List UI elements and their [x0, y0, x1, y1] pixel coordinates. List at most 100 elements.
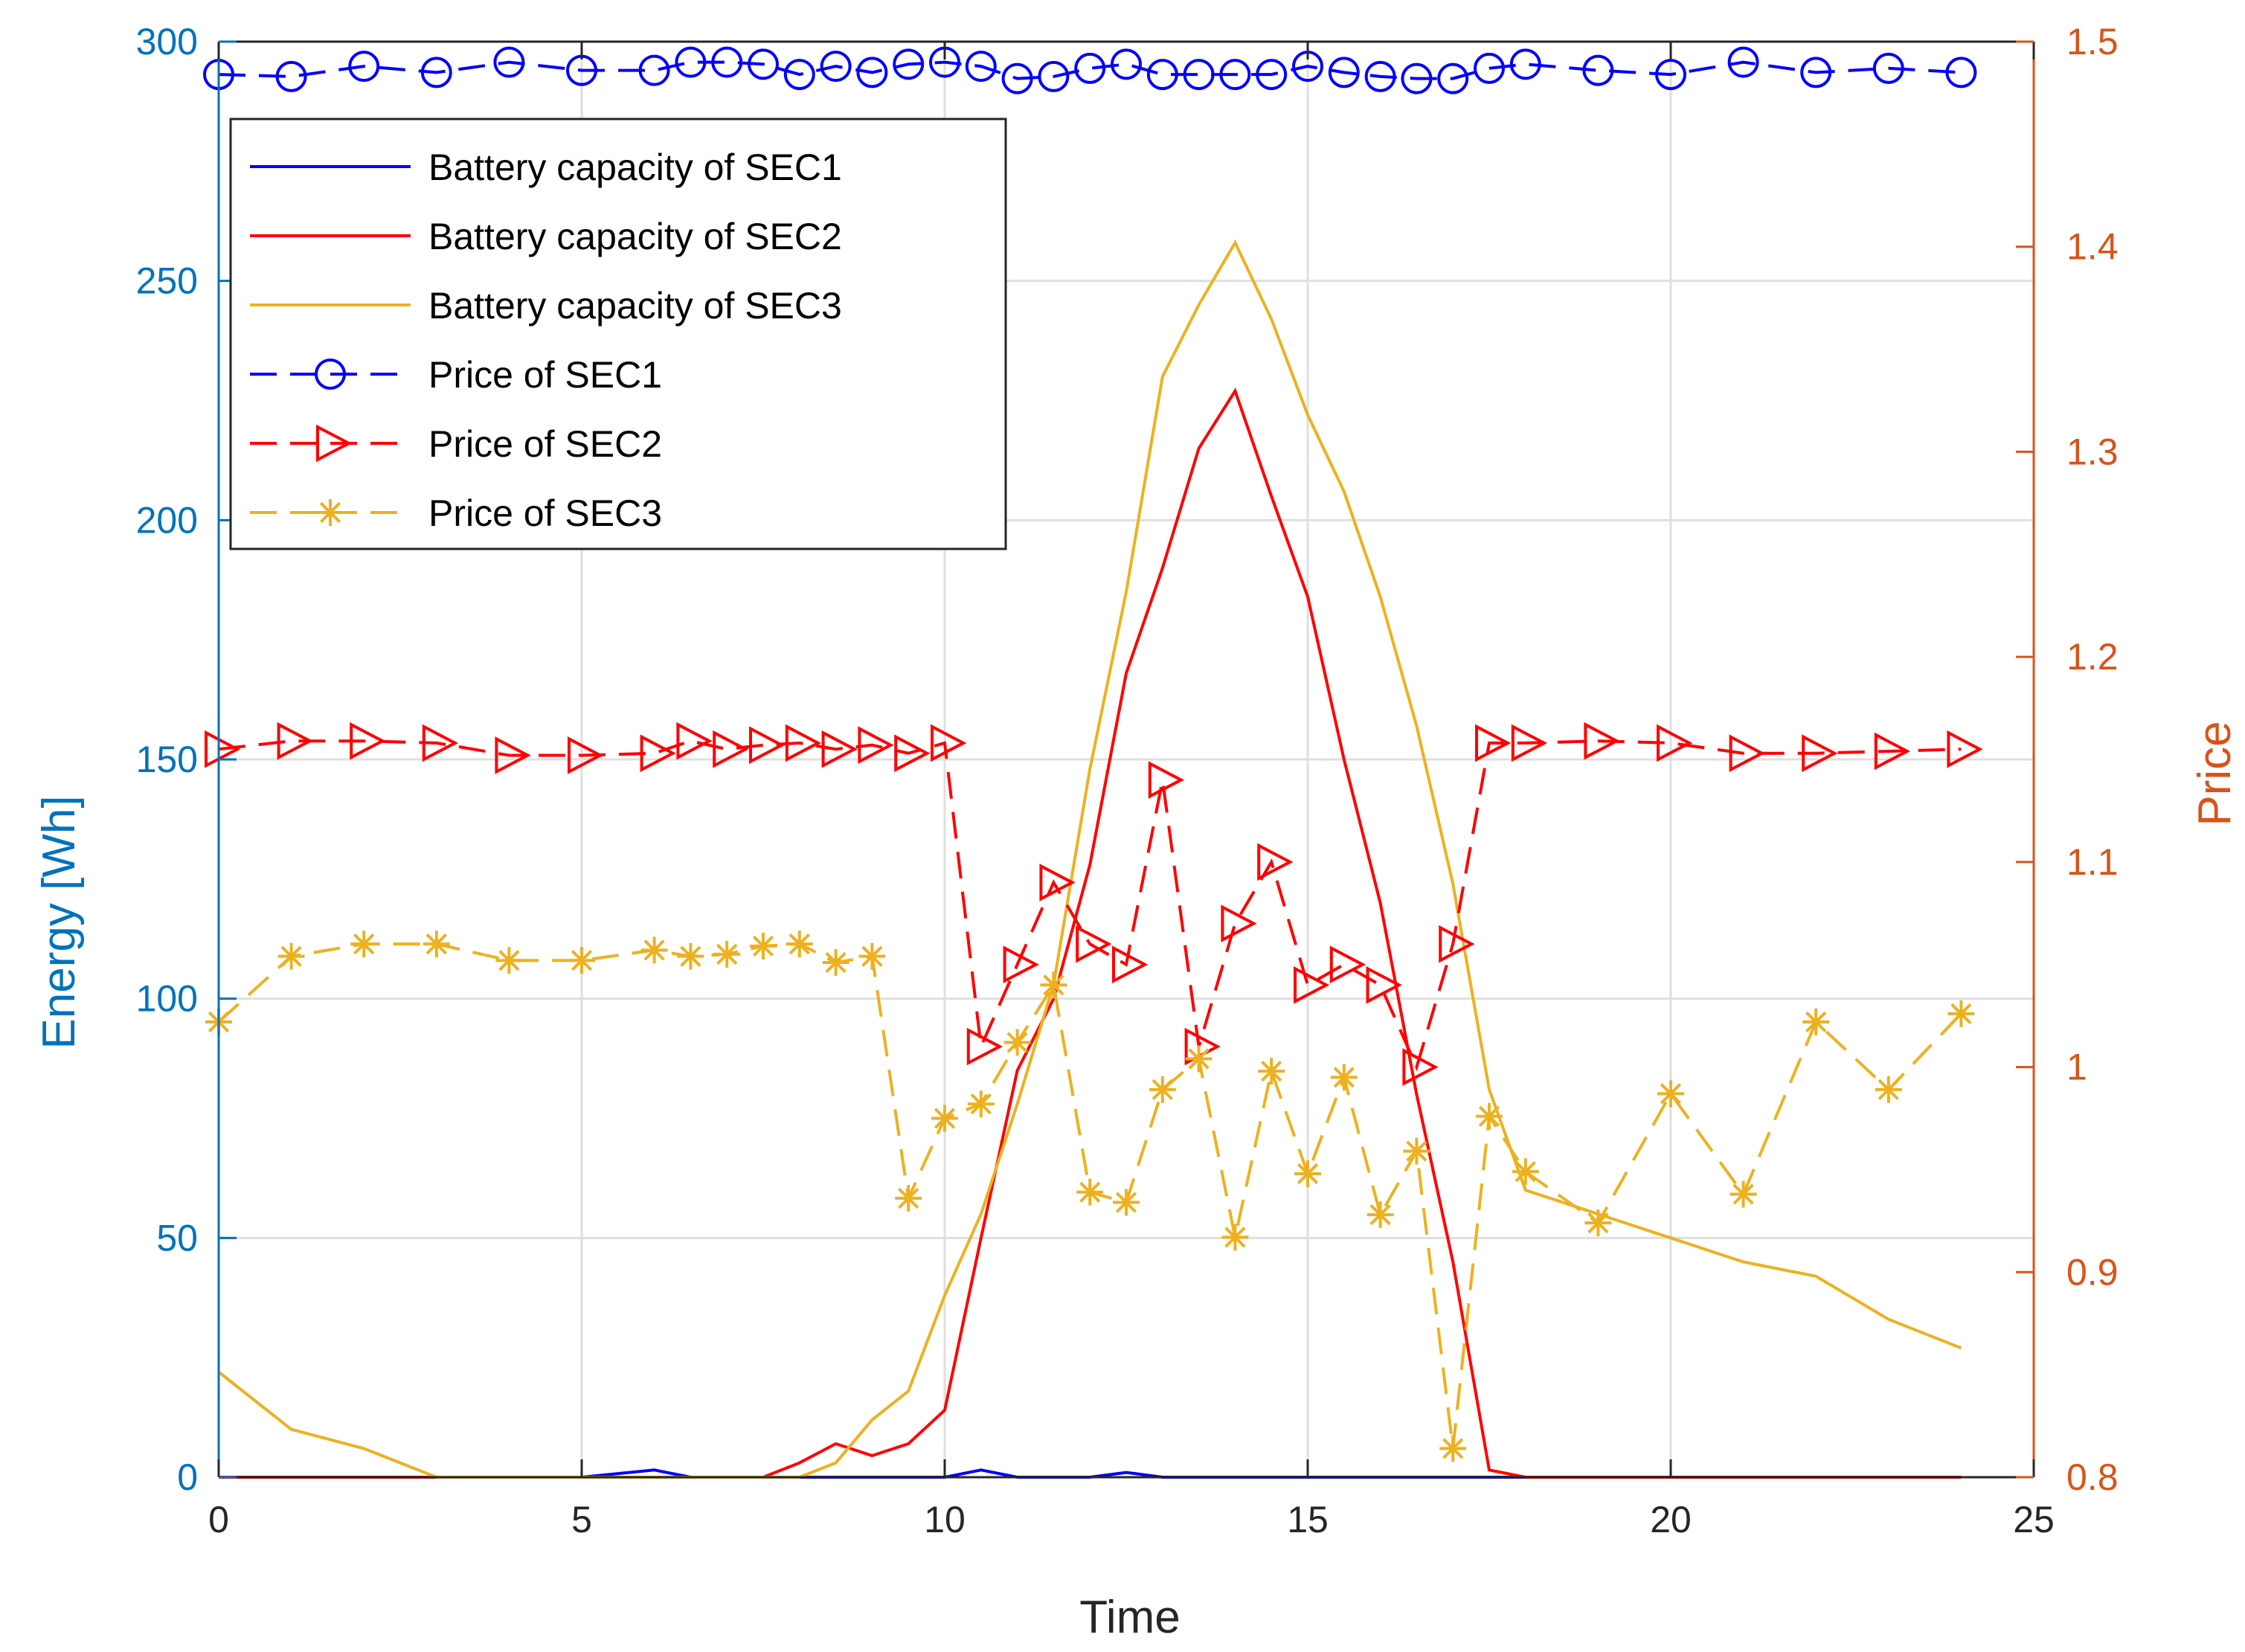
- data-point-marker: [350, 931, 378, 958]
- data-point-marker: [1294, 965, 1330, 1004]
- legend-item-6: Price of SEC3: [250, 492, 662, 534]
- data-point-marker: [275, 60, 307, 92]
- data-point-marker: [821, 730, 858, 768]
- data-point-marker: [1076, 1178, 1104, 1206]
- data-point-marker: [1003, 945, 1039, 984]
- data-point-marker: [1366, 965, 1402, 1004]
- legend-item-4: Price of SEC1: [250, 354, 662, 396]
- x-axis-label: Time: [1079, 1592, 1180, 1643]
- data-point-marker: [1001, 62, 1033, 94]
- data-point-marker: [858, 726, 894, 765]
- data-point-marker: [1802, 734, 1838, 773]
- series-line: [218, 739, 1962, 1072]
- data-point-marker: [1038, 60, 1070, 92]
- data-point-marker: [1076, 925, 1112, 963]
- data-point-marker: [1727, 46, 1759, 78]
- legend-item-3: Battery capacity of SEC3: [250, 285, 842, 327]
- data-point-marker: [1655, 59, 1686, 91]
- data-point-marker: [748, 48, 779, 80]
- data-point-marker: [1512, 1158, 1539, 1186]
- left-tick-label: 50: [156, 1217, 198, 1259]
- legend-item-5: Price of SEC2: [250, 423, 662, 465]
- data-point-marker: [495, 736, 531, 774]
- data-point-marker: [350, 721, 386, 760]
- right-tick-label: 0.9: [2066, 1251, 2119, 1293]
- data-point-marker: [677, 942, 704, 970]
- data-point-marker: [965, 51, 997, 83]
- right-tick-label: 1.1: [2066, 841, 2119, 883]
- data-point-marker: [895, 1185, 922, 1212]
- legend-item-1: Battery capacity of SEC1: [250, 147, 842, 188]
- data-point-marker: [640, 936, 668, 964]
- left-axis-label: Energy [Wh]: [33, 795, 85, 1049]
- data-point-marker: [1330, 1064, 1358, 1091]
- data-point-marker: [1945, 57, 1977, 89]
- data-point-marker: [1112, 945, 1149, 984]
- data-point-marker: [205, 730, 241, 768]
- left-tick-label: 150: [136, 739, 198, 780]
- data-point-marker: [1003, 1029, 1031, 1056]
- data-point-marker: [348, 51, 380, 83]
- series-2: [219, 388, 1962, 1479]
- legend-label: Price of SEC1: [428, 354, 662, 396]
- legend-marker: [315, 359, 346, 390]
- data-point-marker: [422, 724, 459, 762]
- data-point-marker: [1729, 1180, 1757, 1208]
- data-point-marker: [638, 54, 670, 86]
- data-point-marker: [967, 1090, 995, 1118]
- data-point-marker: [1802, 1008, 1830, 1035]
- data-point-marker: [1366, 1201, 1394, 1229]
- data-point-marker: [1294, 1160, 1321, 1187]
- data-point-marker: [1146, 59, 1178, 91]
- legend-label: Battery capacity of SEC2: [428, 216, 842, 257]
- data-point-marker: [711, 46, 743, 78]
- left-tick-label: 200: [136, 499, 198, 541]
- data-point-marker: [856, 57, 888, 89]
- right-tick-label: 1: [2066, 1047, 2087, 1088]
- legend-box: [229, 118, 1007, 550]
- data-point-marker: [1364, 60, 1396, 92]
- data-point-marker: [1149, 1076, 1176, 1103]
- data-point-marker: [783, 59, 815, 91]
- series-6: [205, 931, 1975, 1462]
- data-point-marker: [493, 46, 525, 78]
- data-point-marker: [1511, 724, 1548, 762]
- data-point-marker: [1947, 730, 1983, 768]
- left-tick-label: 100: [136, 978, 198, 1020]
- left-tick-label: 0: [177, 1456, 198, 1498]
- data-point-marker: [1584, 721, 1620, 760]
- data-point-marker: [1403, 1137, 1430, 1165]
- data-point-marker: [1874, 732, 1911, 771]
- legend-label: Battery capacity of SEC3: [428, 285, 842, 327]
- data-point-marker: [893, 48, 925, 80]
- data-point-marker: [822, 948, 849, 976]
- x-tick-label: 25: [2013, 1499, 2055, 1540]
- data-point-marker: [1582, 54, 1614, 86]
- data-point-marker: [420, 57, 452, 89]
- data-point-marker: [568, 736, 604, 774]
- data-point-marker: [1185, 1045, 1213, 1073]
- legend: Battery capacity of SEC1 Battery capacity…: [229, 118, 1007, 550]
- data-point-marker: [1401, 62, 1433, 94]
- axes: 0 5 10 15 20 250501001502002503000.80.911.11.…: [136, 21, 2119, 1540]
- x-tick-label: 20: [1650, 1499, 1692, 1540]
- data-point-marker: [568, 947, 595, 974]
- legend-marker: [316, 424, 353, 463]
- data-point-marker: [966, 1027, 1003, 1066]
- data-point-marker: [676, 721, 713, 760]
- data-point-marker: [1872, 52, 1904, 84]
- legend-label: Price of SEC2: [428, 423, 662, 465]
- data-point-marker: [1475, 724, 1512, 762]
- data-point-marker: [750, 932, 777, 960]
- data-point-marker: [1257, 843, 1294, 881]
- data-point-marker: [1584, 1209, 1612, 1237]
- x-tick-label: 15: [1287, 1499, 1329, 1540]
- data-point-marker: [713, 940, 741, 968]
- legend-marker: [317, 499, 344, 526]
- data-point-marker: [1074, 52, 1106, 84]
- series-4: [203, 46, 1977, 94]
- data-point-marker: [1221, 904, 1257, 942]
- left-tick-label: 250: [136, 260, 198, 302]
- legend-item-2: Battery capacity of SEC2: [250, 216, 842, 257]
- data-point-marker: [1111, 48, 1142, 80]
